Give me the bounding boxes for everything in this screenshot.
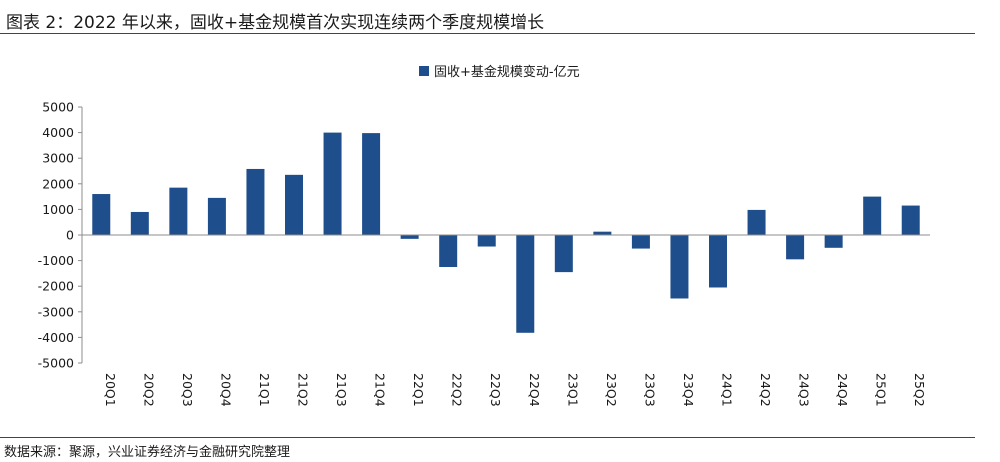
y-axis: 5000 4000 3000 2000 1000 0 -1000 -2000 -3000 -400… (38, 100, 83, 371)
source-divider (0, 437, 975, 438)
title-divider (0, 33, 975, 34)
x-tick-label: 20Q4 (218, 373, 233, 407)
bar-21Q1 (246, 168, 265, 235)
x-tick-label: 22Q4 (527, 373, 542, 407)
bar-21Q3 (323, 132, 342, 235)
y-tick-label: -5000 (38, 356, 74, 371)
bar-24Q4 (824, 235, 843, 248)
legend-swatch (419, 66, 429, 76)
x-tick-label: 21Q3 (334, 373, 349, 407)
x-tick-label: 20Q1 (103, 373, 118, 407)
x-tick-label: 25Q2 (912, 373, 927, 407)
x-tick-label: 23Q2 (604, 373, 619, 407)
bar-25Q2 (901, 205, 920, 235)
x-tick-label: 23Q1 (565, 373, 580, 407)
bar-20Q3 (169, 187, 188, 235)
x-tick-label: 21Q4 (373, 373, 388, 407)
bar-21Q4 (362, 133, 381, 235)
bar-21Q2 (285, 174, 303, 235)
x-tick-label: 20Q2 (141, 373, 156, 407)
y-tick-label: -3000 (38, 304, 74, 319)
x-axis: 20Q1 20Q2 20Q3 20Q4 21Q1 21Q2 21Q3 21Q4 22Q1 22Q2… (82, 234, 930, 407)
y-tick-label: -4000 (38, 330, 74, 345)
bar-24Q1 (709, 235, 727, 288)
data-source: 数据来源：聚源，兴业证券经济与金融研究院整理 (4, 445, 291, 460)
bar-22Q4 (516, 235, 535, 333)
bar-22Q2 (439, 235, 458, 267)
y-tick-label: 3000 (42, 151, 74, 166)
bar-24Q2 (747, 209, 766, 235)
bar-20Q4 (207, 197, 226, 235)
x-tick-label: 22Q2 (450, 373, 465, 407)
bar-20Q2 (130, 211, 149, 235)
x-tick-label: 23Q3 (642, 373, 657, 407)
y-tick-label: -2000 (38, 279, 74, 294)
bar-24Q3 (786, 235, 805, 260)
bar-23Q1 (554, 235, 573, 273)
x-tick-label: 24Q2 (758, 373, 773, 407)
bar-22Q1 (400, 235, 419, 239)
x-tick-label: 21Q2 (296, 373, 311, 407)
legend: 固收+基金规模变动-亿元 (419, 64, 580, 80)
y-tick-label: 5000 (42, 100, 74, 115)
x-tick-label: 24Q1 (720, 373, 735, 407)
x-tick-label: 23Q4 (681, 373, 696, 407)
chart-title: 图表 2：2022 年以来，固收+基金规模首次实现连续两个季度规模增长 (6, 13, 545, 33)
bar-23Q4 (670, 235, 689, 299)
y-tick-label: -1000 (38, 253, 74, 268)
bars-group (92, 132, 920, 333)
x-tick-label: 21Q1 (257, 373, 272, 407)
x-tick-label: 25Q1 (874, 373, 889, 407)
bar-23Q3 (631, 235, 650, 249)
bar-20Q1 (92, 194, 111, 235)
y-tick-label: 2000 (42, 176, 74, 191)
y-tick-label: 4000 (42, 125, 74, 140)
bar-25Q1 (863, 196, 882, 235)
legend-label: 固收+基金规模变动-亿元 (434, 64, 580, 80)
x-tick-label: 22Q1 (411, 373, 426, 407)
x-tick-label: 24Q3 (797, 373, 812, 407)
x-tick-label: 24Q4 (835, 373, 850, 407)
y-tick-label: 1000 (42, 202, 74, 217)
x-tick-label: 20Q3 (180, 373, 195, 407)
bar-23Q2 (593, 231, 612, 235)
y-tick-label: 0 (66, 228, 74, 243)
bar-22Q3 (477, 235, 496, 247)
x-tick-label: 22Q3 (488, 373, 503, 407)
